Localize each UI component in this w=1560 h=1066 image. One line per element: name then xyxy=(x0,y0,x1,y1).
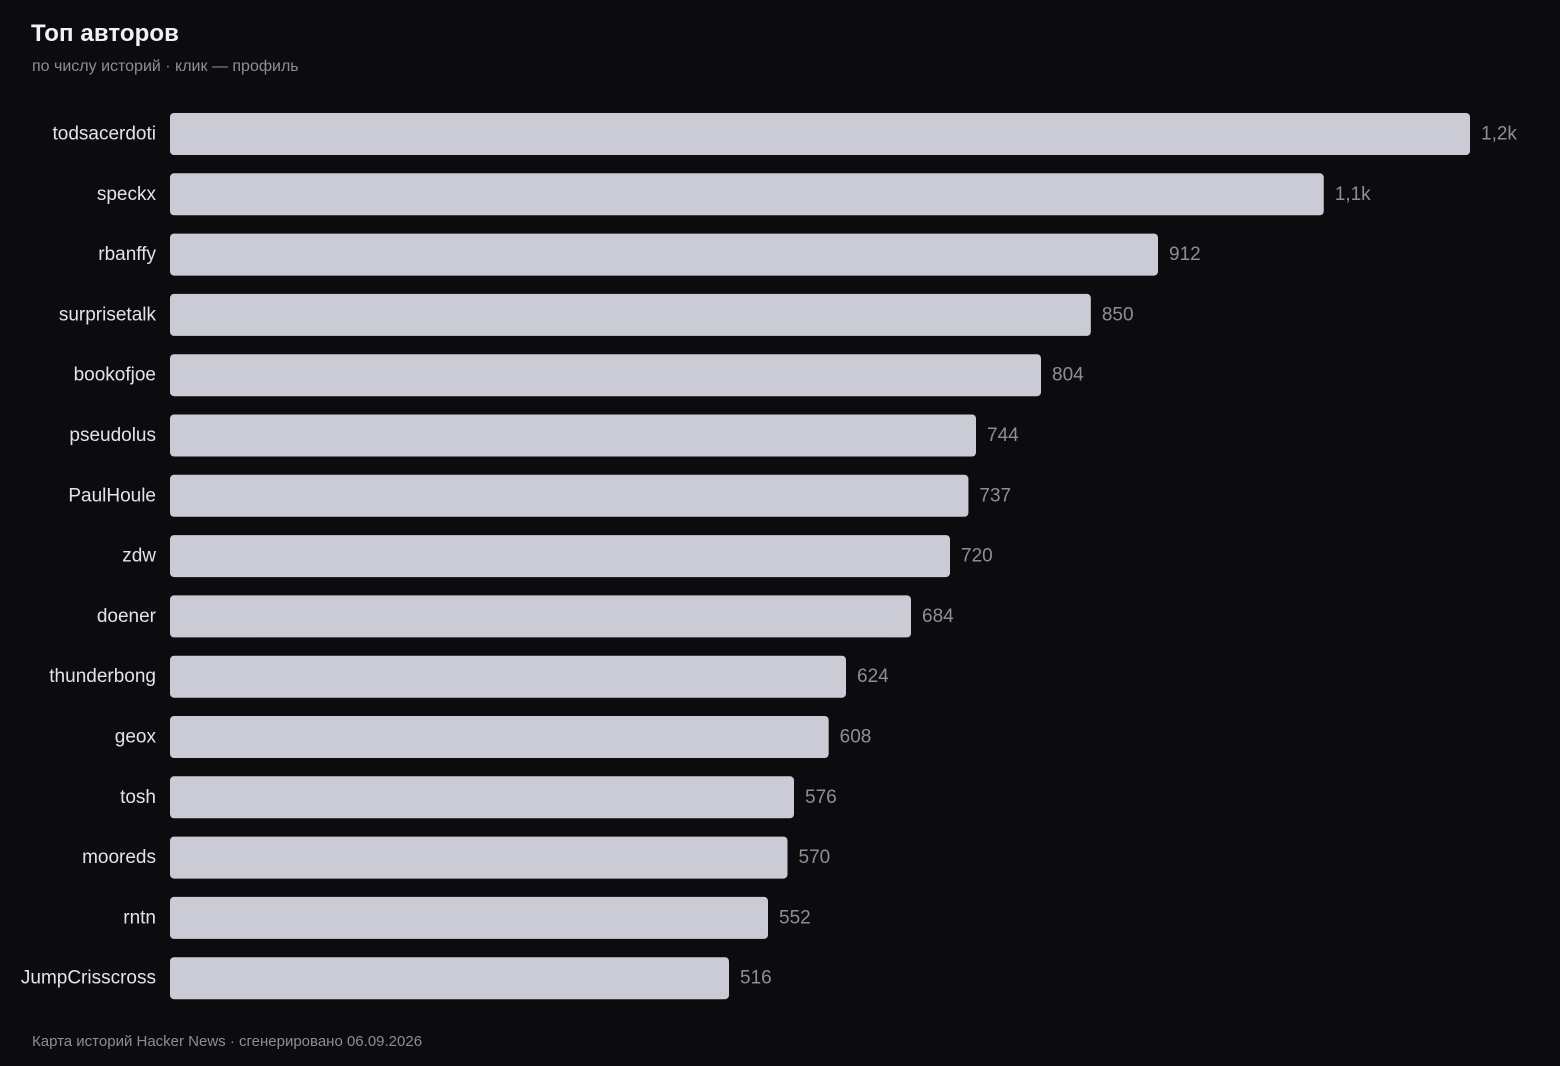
bar-todsacerdoti[interactable] xyxy=(170,113,1470,155)
footer-text: Карта историй Hacker News · сгенерирован… xyxy=(32,1033,423,1050)
bar-speckx[interactable] xyxy=(170,173,1324,216)
author-label[interactable]: doener xyxy=(97,606,157,627)
value-label: 804 xyxy=(1052,365,1084,386)
bar-tosh[interactable] xyxy=(170,776,794,819)
chart-title: Топ авторов xyxy=(31,20,180,47)
value-label: 516 xyxy=(740,968,772,989)
value-label: 1,2k xyxy=(1481,124,1517,145)
chart-subtitle: по числу историй · клик — профиль xyxy=(32,58,299,75)
bar-zdw[interactable] xyxy=(170,535,950,578)
value-label: 720 xyxy=(961,546,993,567)
bar-rbanffy[interactable] xyxy=(170,233,1158,276)
bar-thunderbong[interactable] xyxy=(170,655,846,698)
value-label: 624 xyxy=(857,666,889,687)
author-label[interactable]: mooreds xyxy=(82,847,156,868)
bar-PaulHoule[interactable] xyxy=(170,474,969,517)
value-label: 576 xyxy=(805,787,837,808)
bar-doener[interactable] xyxy=(170,595,911,638)
bar-bookofjoe[interactable] xyxy=(170,354,1041,397)
value-label: 912 xyxy=(1169,244,1201,265)
author-label[interactable]: rntn xyxy=(123,907,156,928)
bar-surprisetalk[interactable] xyxy=(170,293,1091,336)
author-label[interactable]: speckx xyxy=(97,184,157,205)
bar-mooreds[interactable] xyxy=(170,836,788,879)
value-label: 570 xyxy=(799,847,831,868)
author-label[interactable]: geox xyxy=(115,727,157,748)
value-label: 737 xyxy=(979,485,1011,506)
author-label[interactable]: pseudolus xyxy=(69,425,156,446)
bar-JumpCrisscross[interactable] xyxy=(170,957,729,1000)
value-label: 850 xyxy=(1102,304,1134,325)
value-label: 684 xyxy=(922,606,954,627)
author-label[interactable]: bookofjoe xyxy=(74,365,156,386)
author-label[interactable]: JumpCrisscross xyxy=(21,968,156,989)
bar-geox[interactable] xyxy=(170,716,829,758)
value-label: 1,1k xyxy=(1335,184,1371,205)
author-label[interactable]: thunderbong xyxy=(49,666,156,687)
author-label[interactable]: surprisetalk xyxy=(59,304,157,325)
value-label: 608 xyxy=(840,727,872,748)
bar-rntn[interactable] xyxy=(170,896,768,939)
bar-pseudolus[interactable] xyxy=(170,414,976,457)
author-label[interactable]: rbanffy xyxy=(98,244,156,265)
author-label[interactable]: PaulHoule xyxy=(68,485,156,506)
author-label[interactable]: tosh xyxy=(120,787,156,808)
value-label: 744 xyxy=(987,425,1019,446)
value-label: 552 xyxy=(779,907,811,928)
author-label[interactable]: todsacerdoti xyxy=(52,124,156,145)
author-label[interactable]: zdw xyxy=(122,546,156,567)
